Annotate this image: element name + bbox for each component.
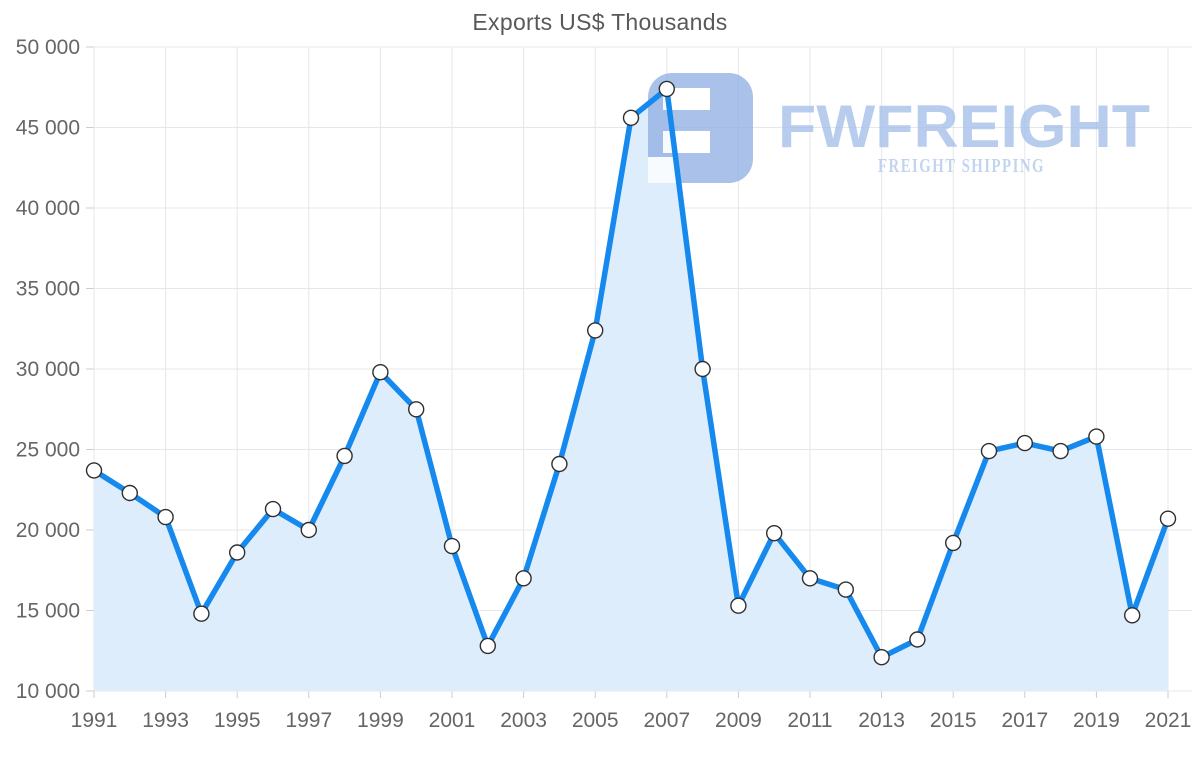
data-point [909, 631, 926, 648]
x-axis-label: 1999 [357, 709, 404, 732]
y-axis-label: 50 000 [16, 36, 80, 59]
x-axis-label: 2005 [572, 709, 619, 732]
data-point [1016, 434, 1034, 452]
data-point [228, 544, 246, 561]
data-point [694, 360, 711, 378]
y-axis-label: 20 000 [16, 519, 80, 542]
data-point [408, 401, 425, 418]
x-axis-label: 2001 [429, 709, 476, 732]
logo-tagline-text: FREIGHT SHIPPING [878, 155, 1045, 177]
data-point [1052, 442, 1069, 460]
y-axis-label: 35 000 [16, 278, 80, 301]
data-point [479, 637, 496, 655]
data-point [300, 521, 317, 539]
chart-title: Exports US$ Thousands [472, 9, 728, 35]
x-axis-labels: 1991 1993 1995 1997 1999 2001 2003 2005 2007 2009… [71, 709, 1192, 732]
data-point [1123, 607, 1141, 624]
data-point [873, 649, 890, 666]
data-point [336, 447, 353, 465]
x-axis-label: 2017 [1001, 709, 1048, 732]
x-axis-label: 2003 [500, 709, 547, 732]
y-axis-label: 45 000 [16, 117, 80, 140]
fwfreight-watermark: FWFREIGHT FREIGHT SHIPPING [648, 73, 1150, 183]
data-point-markers [85, 80, 1177, 666]
data-point [85, 462, 103, 479]
x-axis-label: 2009 [715, 709, 762, 732]
x-axis-label: 1993 [142, 709, 189, 732]
data-point [372, 364, 389, 381]
y-axis-label: 15 000 [16, 600, 80, 623]
data-point [766, 525, 783, 542]
data-point [980, 442, 998, 460]
y-axis-labels: 10 000 15 000 20 000 25 000 30 000 35 000 40 0… [16, 36, 80, 703]
x-axis-label: 2007 [643, 709, 690, 732]
y-axis-label: 10 000 [16, 680, 80, 703]
area-fill [94, 88, 1168, 691]
data-point [622, 109, 640, 127]
data-point [587, 322, 604, 339]
logo-brand-text: FWFREIGHT [778, 93, 1150, 160]
data-point [121, 484, 139, 502]
data-point [658, 80, 675, 98]
data-point [801, 570, 819, 587]
x-axis-label: 1995 [214, 709, 261, 732]
data-point [551, 455, 568, 473]
data-point [1159, 510, 1177, 527]
y-axis-label: 40 000 [16, 197, 80, 220]
data-point [837, 581, 854, 598]
data-point [443, 537, 461, 555]
y-axis-label: 30 000 [16, 358, 80, 381]
x-axis-label: 2013 [858, 709, 905, 732]
data-point [1088, 428, 1105, 445]
x-axis-label: 1997 [285, 709, 332, 732]
x-axis-label: 1991 [71, 709, 118, 732]
data-point [515, 570, 532, 587]
x-axis-label: 2019 [1073, 709, 1120, 732]
data-point [945, 534, 962, 552]
x-axis-label: 2015 [930, 709, 977, 732]
data-point [193, 605, 210, 622]
data-point [157, 508, 174, 526]
data-point [730, 597, 747, 614]
data-point [264, 500, 282, 518]
x-axis-label: 2021 [1145, 709, 1192, 732]
x-axis-label: 2011 [787, 709, 832, 732]
y-axis-label: 25 000 [16, 439, 80, 462]
